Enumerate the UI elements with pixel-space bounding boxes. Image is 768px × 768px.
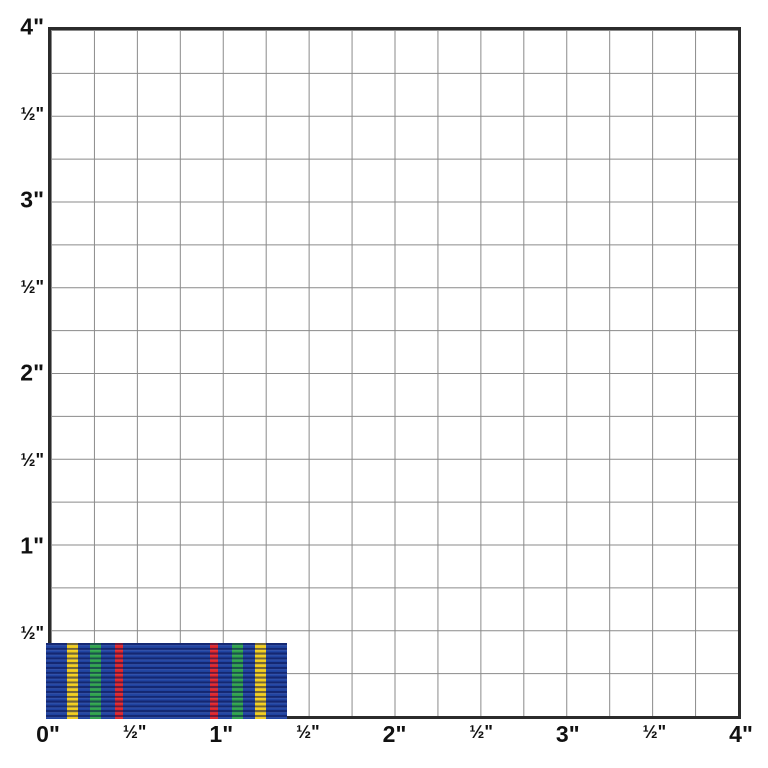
bottom-axis-label: 2" bbox=[382, 721, 407, 747]
left-axis-label: 4" bbox=[20, 13, 44, 40]
left-axis-label: 2" bbox=[20, 359, 44, 386]
bottom-axis-label: ½" bbox=[122, 722, 147, 742]
ribbon-bar bbox=[46, 643, 287, 719]
bottom-axis-label: ½" bbox=[296, 722, 320, 742]
left-axis-label: ½" bbox=[20, 103, 44, 124]
left-axis-label: 3" bbox=[20, 186, 44, 213]
left-axis-label: ½" bbox=[20, 622, 44, 643]
bottom-axis-label: ½" bbox=[469, 722, 493, 742]
bottom-axis-label: 4" bbox=[729, 721, 753, 747]
measurement-grid bbox=[48, 27, 741, 719]
left-axis-label: 1" bbox=[20, 532, 44, 559]
ribbon-grosgrain-texture bbox=[46, 643, 287, 719]
bottom-axis-label: 1" bbox=[209, 721, 234, 747]
bottom-axis-label: 0" bbox=[36, 721, 60, 747]
left-axis-label: ½" bbox=[20, 449, 44, 470]
bottom-axis-label: 3" bbox=[555, 721, 580, 747]
bottom-axis-label: ½" bbox=[642, 722, 667, 742]
left-axis-label: ½" bbox=[20, 276, 44, 297]
